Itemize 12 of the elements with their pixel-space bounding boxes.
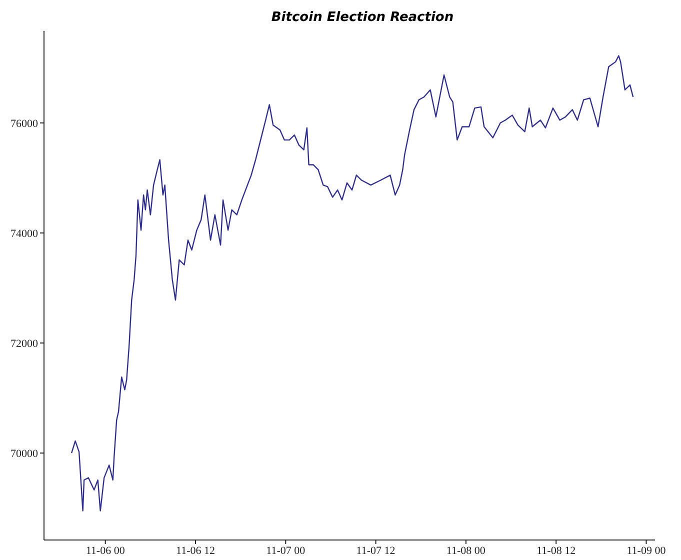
- chart-title: Bitcoin Election Reaction: [270, 10, 455, 25]
- y-tick-label: 70000: [10, 448, 38, 460]
- x-tick-label: 11-09 00: [626, 544, 666, 557]
- x-tick-label: 11-06 00: [86, 544, 126, 557]
- y-tick-label: 72000: [10, 338, 38, 350]
- x-tick-label: 11-07 00: [266, 544, 306, 557]
- x-tick-label: 11-08 12: [536, 544, 576, 557]
- x-tick-label: 11-07 12: [356, 544, 396, 557]
- x-tick-label: 11-08 00: [446, 544, 486, 557]
- y-tick-label: 74000: [10, 228, 38, 240]
- y-tick-label: 76000: [10, 118, 38, 130]
- x-tick-label: 11-06 12: [176, 544, 216, 557]
